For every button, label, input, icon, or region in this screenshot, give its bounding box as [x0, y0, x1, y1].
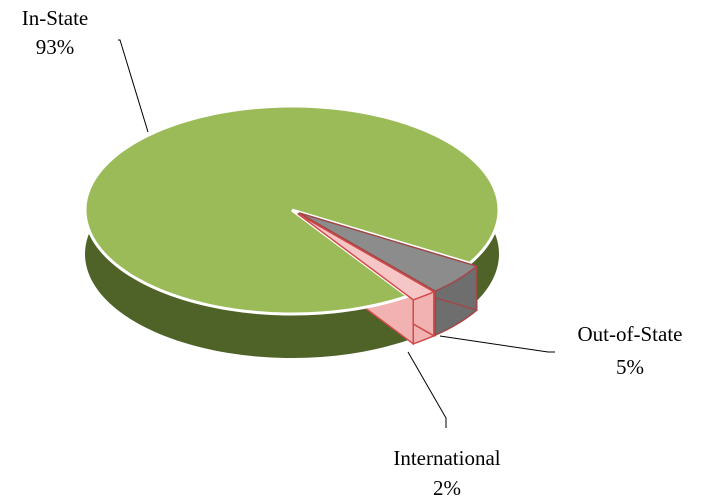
slice-value-label: 5%	[616, 355, 644, 379]
slice	[297, 212, 436, 301]
slice-label: In-State	[22, 6, 88, 30]
slice-value-label: 93%	[36, 35, 75, 59]
leader-line	[439, 335, 555, 353]
slice-value-label: 2%	[433, 476, 461, 500]
slice-label: International	[393, 446, 500, 470]
leader-line	[118, 39, 149, 133]
leader-line	[407, 351, 447, 428]
slice	[83, 104, 501, 316]
slice	[298, 212, 479, 292]
slice-label: Out-of-State	[578, 322, 683, 346]
